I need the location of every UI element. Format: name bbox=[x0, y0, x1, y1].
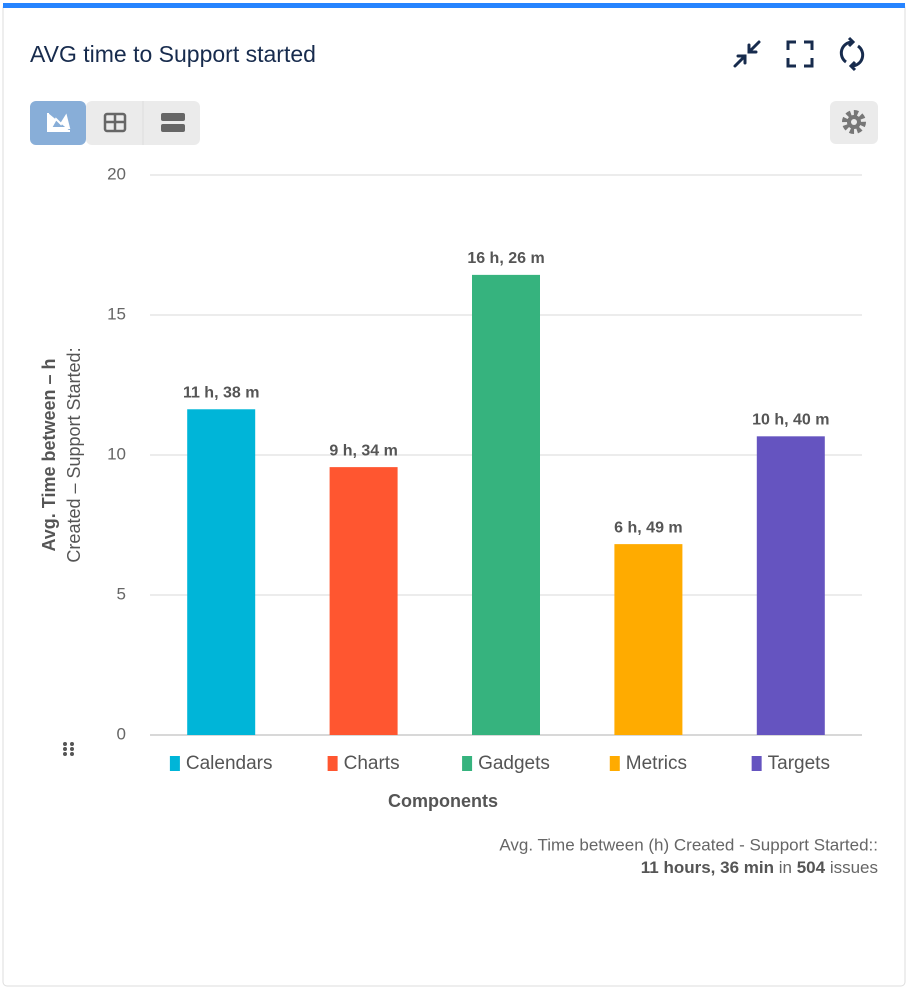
legend-swatch bbox=[169, 756, 180, 771]
legend-item[interactable]: Charts bbox=[327, 753, 400, 774]
data-label: 11 h, 38 m bbox=[183, 384, 260, 401]
summary-line: Avg. Time between (h) Created - Support … bbox=[499, 835, 878, 854]
list-icon[interactable] bbox=[161, 113, 185, 132]
drag-handle[interactable] bbox=[63, 742, 74, 756]
bar bbox=[614, 544, 683, 735]
refresh-icon[interactable] bbox=[839, 36, 865, 72]
y-tick-label: 20 bbox=[107, 164, 126, 183]
data-label: 16 h, 26 m bbox=[467, 250, 544, 267]
y-tick-label: 10 bbox=[107, 444, 126, 463]
gadget-title: AVG time to Support started bbox=[30, 41, 316, 67]
y-axis-title-line: Avg. Time between – h bbox=[39, 358, 59, 551]
y-axis-title: Avg. Time between – h Created – Support … bbox=[39, 347, 84, 562]
chart-icon bbox=[47, 113, 71, 132]
legend-item[interactable]: Metrics bbox=[609, 753, 687, 774]
settings-icon bbox=[842, 110, 866, 134]
bar bbox=[472, 274, 540, 735]
legend-label: Charts bbox=[344, 753, 400, 774]
summary-average: 11 hours, 36 min bbox=[641, 858, 774, 877]
minimize-icon[interactable] bbox=[733, 40, 761, 68]
legend-swatch bbox=[327, 756, 338, 771]
bar bbox=[187, 409, 256, 735]
summary-unit: issues bbox=[830, 858, 878, 877]
legend-item[interactable]: Targets bbox=[751, 753, 830, 774]
y-tick-label: 0 bbox=[117, 724, 126, 743]
legend-swatch bbox=[609, 756, 620, 771]
y-tick-label: 15 bbox=[107, 304, 126, 323]
legend-swatch bbox=[462, 756, 473, 771]
data-label: 9 h, 34 m bbox=[329, 442, 397, 459]
data-label: 10 h, 40 m bbox=[752, 412, 829, 429]
chart-view-tab[interactable] bbox=[30, 101, 86, 145]
bar bbox=[329, 467, 398, 735]
y-axis-title-line: Created – Support Started: bbox=[64, 347, 84, 562]
legend-item[interactable]: Calendars bbox=[169, 753, 273, 774]
table-icon[interactable] bbox=[103, 112, 127, 133]
fullscreen-icon[interactable] bbox=[786, 40, 814, 68]
legend-item[interactable]: Gadgets bbox=[462, 753, 550, 774]
summary-line: 11 hours, 36 min in 504 issues bbox=[641, 858, 878, 877]
card-top-bar bbox=[3, 3, 905, 8]
data-label: 6 h, 49 m bbox=[614, 519, 682, 536]
legend-label: Targets bbox=[768, 753, 830, 774]
summary-joiner: in bbox=[779, 858, 792, 877]
x-axis-title: Components bbox=[388, 791, 498, 811]
legend-label: Gadgets bbox=[478, 753, 550, 774]
legend-label: Metrics bbox=[626, 753, 687, 774]
summary-count: 504 bbox=[797, 858, 826, 877]
bar bbox=[756, 436, 825, 735]
y-tick-label: 5 bbox=[117, 584, 126, 603]
legend-label: Calendars bbox=[186, 753, 273, 774]
legend-swatch bbox=[751, 756, 762, 771]
